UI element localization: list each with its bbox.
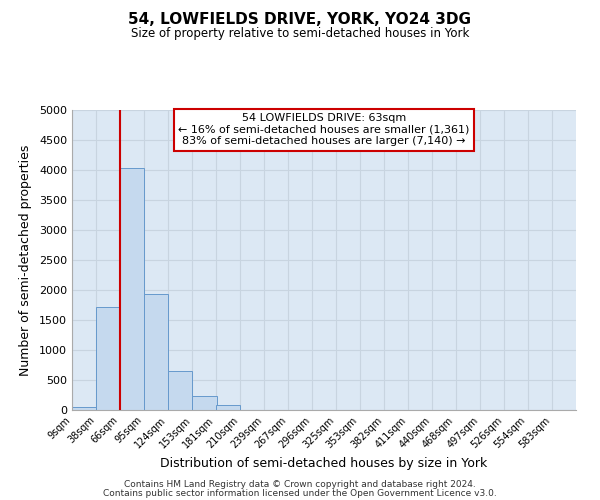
Bar [144,294,168,410]
Text: Contains public sector information licensed under the Open Government Licence v3: Contains public sector information licen… [103,488,497,498]
Bar [216,405,240,410]
Bar [119,168,144,410]
X-axis label: Distribution of semi-detached houses by size in York: Distribution of semi-detached houses by … [160,456,488,469]
Bar [193,396,217,410]
Text: Contains HM Land Registry data © Crown copyright and database right 2024.: Contains HM Land Registry data © Crown c… [124,480,476,489]
Bar [96,307,121,410]
Y-axis label: Number of semi-detached properties: Number of semi-detached properties [19,144,32,376]
Text: 54 LOWFIELDS DRIVE: 63sqm
← 16% of semi-detached houses are smaller (1,361)
83% : 54 LOWFIELDS DRIVE: 63sqm ← 16% of semi-… [178,113,470,146]
Bar [168,371,193,410]
Text: Size of property relative to semi-detached houses in York: Size of property relative to semi-detach… [131,28,469,40]
Text: 54, LOWFIELDS DRIVE, YORK, YO24 3DG: 54, LOWFIELDS DRIVE, YORK, YO24 3DG [128,12,472,28]
Bar [72,407,96,410]
